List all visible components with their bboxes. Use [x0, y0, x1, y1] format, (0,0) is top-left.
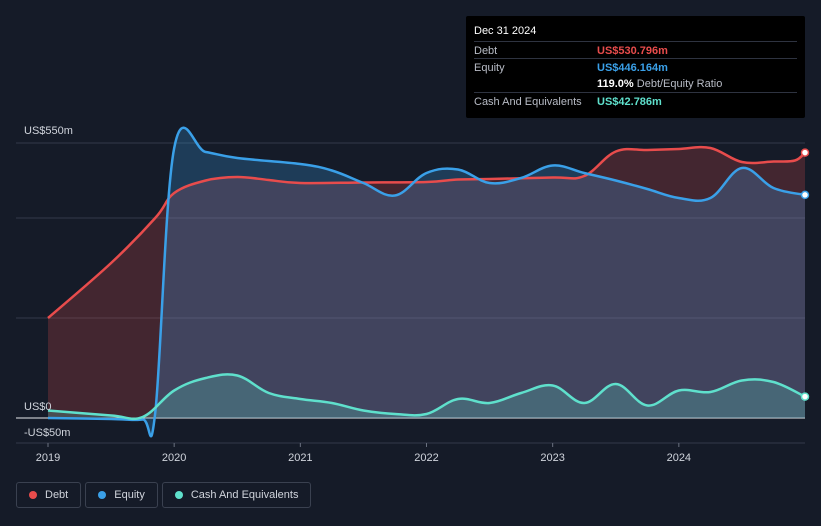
- x-tick-label: 2020: [162, 452, 186, 464]
- debt-dot-icon: [29, 491, 37, 499]
- grid-layer: [16, 142, 805, 444]
- legend-label-cash: Cash And Equivalents: [190, 489, 299, 501]
- line-debt: [47, 145, 806, 319]
- tooltip-label-cash: Cash And Equivalents: [474, 96, 582, 108]
- end-point-debt: [800, 148, 810, 157]
- tooltip-value-debt: US$530.796m: [597, 45, 668, 57]
- area-debt: [48, 147, 805, 418]
- area-layer: [48, 127, 805, 437]
- tooltip-value-cash: US$42.786m: [597, 96, 662, 108]
- tooltip-row-ratio: 119.0% Debt/Equity Ratio: [474, 75, 797, 92]
- tooltip-panel: Dec 31 2024 Debt US$530.796m Equity US$4…: [466, 16, 805, 118]
- x-tick-label: 2023: [540, 452, 564, 464]
- tooltip-date: Dec 31 2024: [474, 25, 537, 37]
- y-tick-label: US$550m: [24, 125, 73, 137]
- tooltip-row-debt: Debt US$530.796m: [474, 41, 797, 59]
- legend-label-equity: Equity: [114, 489, 145, 501]
- area-cash-and-equivalents: [48, 374, 805, 419]
- chart-legend: Debt Equity Cash And Equivalents: [16, 482, 312, 510]
- x-axis-labels: 2019 2020 2021 2022 2023 2024: [36, 443, 691, 464]
- area-equity: [48, 127, 805, 437]
- legend-item-cash[interactable]: Cash And Equivalents: [161, 482, 312, 508]
- legend-item-debt[interactable]: Debt: [16, 482, 82, 508]
- y-tick-label: -US$50m: [24, 427, 70, 439]
- y-tick-label: US$0: [24, 401, 52, 413]
- equity-dot-icon: [98, 491, 107, 499]
- tooltip-label-debt: Debt: [474, 45, 498, 57]
- x-tick-label: 2022: [414, 452, 438, 464]
- legend-item-equity[interactable]: Equity: [85, 482, 158, 508]
- legend-label-debt: Debt: [45, 489, 69, 501]
- x-tick-label: 2024: [667, 452, 691, 464]
- tooltip-label-equity: Equity: [474, 62, 505, 74]
- end-point-cash-and-equivalents: [800, 392, 810, 401]
- tooltip-row-cash: Cash And Equivalents US$42.786m: [474, 92, 797, 110]
- tooltip-value-equity: US$446.164m: [597, 62, 668, 74]
- x-tick-label: 2021: [288, 452, 312, 464]
- x-tick-label: 2019: [36, 452, 60, 464]
- line-cash-and-equivalents: [47, 373, 806, 421]
- line-layer: [47, 126, 810, 438]
- y-axis-labels: US$550m US$0 -US$50m: [24, 125, 73, 439]
- tooltip-value-ratio: 119.0% Debt/Equity Ratio: [597, 78, 723, 90]
- end-point-equity: [800, 190, 810, 200]
- line-equity: [47, 126, 806, 438]
- cash-dot-icon: [174, 491, 183, 499]
- tooltip-row-equity: Equity US$446.164m: [474, 58, 797, 76]
